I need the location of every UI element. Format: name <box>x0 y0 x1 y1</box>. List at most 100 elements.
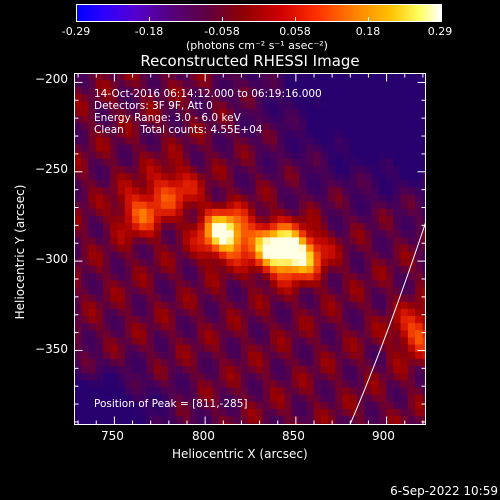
heatmap-cell <box>277 201 286 210</box>
heatmap-cell <box>74 358 82 367</box>
heatmap-cell <box>175 144 184 153</box>
heatmap-cell <box>342 394 351 403</box>
heatmap-cell <box>132 194 140 203</box>
heatmap-cell <box>393 130 402 139</box>
heatmap-cell <box>357 301 365 310</box>
heatmap-cell <box>81 408 90 417</box>
heatmap-cell <box>240 187 249 196</box>
heatmap-cell <box>364 394 373 403</box>
heatmap-cell <box>233 80 242 89</box>
heatmap-cell <box>349 280 358 289</box>
heatmap-cell <box>393 287 402 296</box>
heatmap-cell <box>248 401 257 410</box>
heatmap-cell <box>219 180 228 189</box>
heatmap-cell <box>400 244 409 253</box>
heatmap-cell <box>349 158 358 167</box>
heatmap-cell <box>197 237 206 246</box>
heatmap-cell <box>117 194 126 203</box>
heatmap-cell <box>240 237 249 246</box>
heatmap-cell <box>284 237 293 246</box>
heatmap-cell <box>219 101 228 110</box>
heatmap-cell <box>349 237 358 246</box>
heatmap-cell <box>313 215 322 224</box>
heatmap-cell <box>364 366 373 374</box>
heatmap-cell <box>386 144 394 153</box>
heatmap-cell <box>306 208 315 217</box>
heatmap-cell <box>95 201 104 210</box>
heatmap-cell <box>153 137 162 146</box>
heatmap-cell <box>139 115 148 124</box>
heatmap-cell <box>117 130 126 139</box>
heatmap-cell <box>255 408 264 417</box>
heatmap-cell <box>146 130 155 139</box>
heatmap-cell <box>74 401 82 410</box>
heatmap-cell <box>117 80 126 89</box>
heatmap-cell <box>284 101 293 110</box>
heatmap-cell <box>407 137 416 146</box>
heatmap-cell <box>81 194 90 203</box>
heatmap-cell <box>219 351 228 360</box>
x-tick-label: 800 <box>192 429 215 443</box>
heatmap-cell <box>240 180 249 189</box>
heatmap-cell <box>342 323 351 332</box>
heatmap-cell <box>74 87 82 96</box>
heatmap-cell <box>139 301 148 310</box>
heatmap-cell <box>88 387 97 396</box>
heatmap-cell <box>95 416 104 424</box>
heatmap-cell <box>342 366 351 374</box>
heatmap-cell <box>139 280 148 289</box>
heatmap-cell <box>306 101 315 110</box>
heatmap-cell <box>233 323 242 332</box>
heatmap-cell <box>81 308 90 317</box>
heatmap-cell <box>386 80 394 89</box>
heatmap-cell <box>335 408 344 417</box>
heatmap-cell <box>291 201 300 210</box>
heatmap-cell <box>103 401 111 410</box>
colorbar-unit-label: (photons cm⁻² s⁻¹ asec⁻²) <box>186 39 328 52</box>
heatmap-cell <box>74 230 82 239</box>
heatmap-cell <box>422 373 426 382</box>
heatmap-cell <box>88 358 97 367</box>
heatmap-cell <box>328 208 336 217</box>
heatmap-cell <box>197 194 206 203</box>
heatmap-cell <box>88 201 97 210</box>
heatmap-cell <box>233 373 242 382</box>
heatmap-cell <box>298 387 307 396</box>
heatmap-cell <box>298 201 307 210</box>
heatmap-cell <box>74 408 82 417</box>
heatmap-cell <box>197 323 206 332</box>
heatmap-cell <box>400 108 409 117</box>
heatmap-cell <box>168 258 177 267</box>
heatmap-cell <box>226 208 235 217</box>
heatmap-cell <box>277 273 286 281</box>
heatmap-cell <box>153 387 162 396</box>
heatmap-cell <box>277 115 286 124</box>
heatmap-cell <box>103 273 111 281</box>
heatmap-cell <box>277 265 286 274</box>
heatmap-cell <box>211 380 220 389</box>
heatmap-cell <box>328 115 336 124</box>
heatmap-cell <box>219 294 228 303</box>
heatmap-cell <box>168 323 177 332</box>
heatmap-cell <box>110 294 119 303</box>
heatmap-cell <box>371 366 380 374</box>
heatmap-cell <box>124 101 133 110</box>
heatmap-cell <box>132 337 140 346</box>
heatmap-cell <box>153 394 162 403</box>
heatmap-cell <box>364 101 373 110</box>
heatmap-cell <box>175 165 184 174</box>
heatmap-cell <box>400 165 409 174</box>
heatmap-cell <box>219 373 228 382</box>
heatmap-cell <box>197 294 206 303</box>
heatmap-cell <box>277 294 286 303</box>
heatmap-cell <box>161 416 169 424</box>
heatmap-cell <box>291 337 300 346</box>
heatmap-cell <box>153 366 162 374</box>
heatmap-cell <box>81 301 90 310</box>
heatmap-cell <box>262 108 271 117</box>
heatmap-cell <box>393 265 402 274</box>
heatmap-cell <box>364 387 373 396</box>
heatmap-cell <box>349 244 358 253</box>
heatmap-cell <box>204 223 213 231</box>
heatmap-cell <box>240 366 249 374</box>
